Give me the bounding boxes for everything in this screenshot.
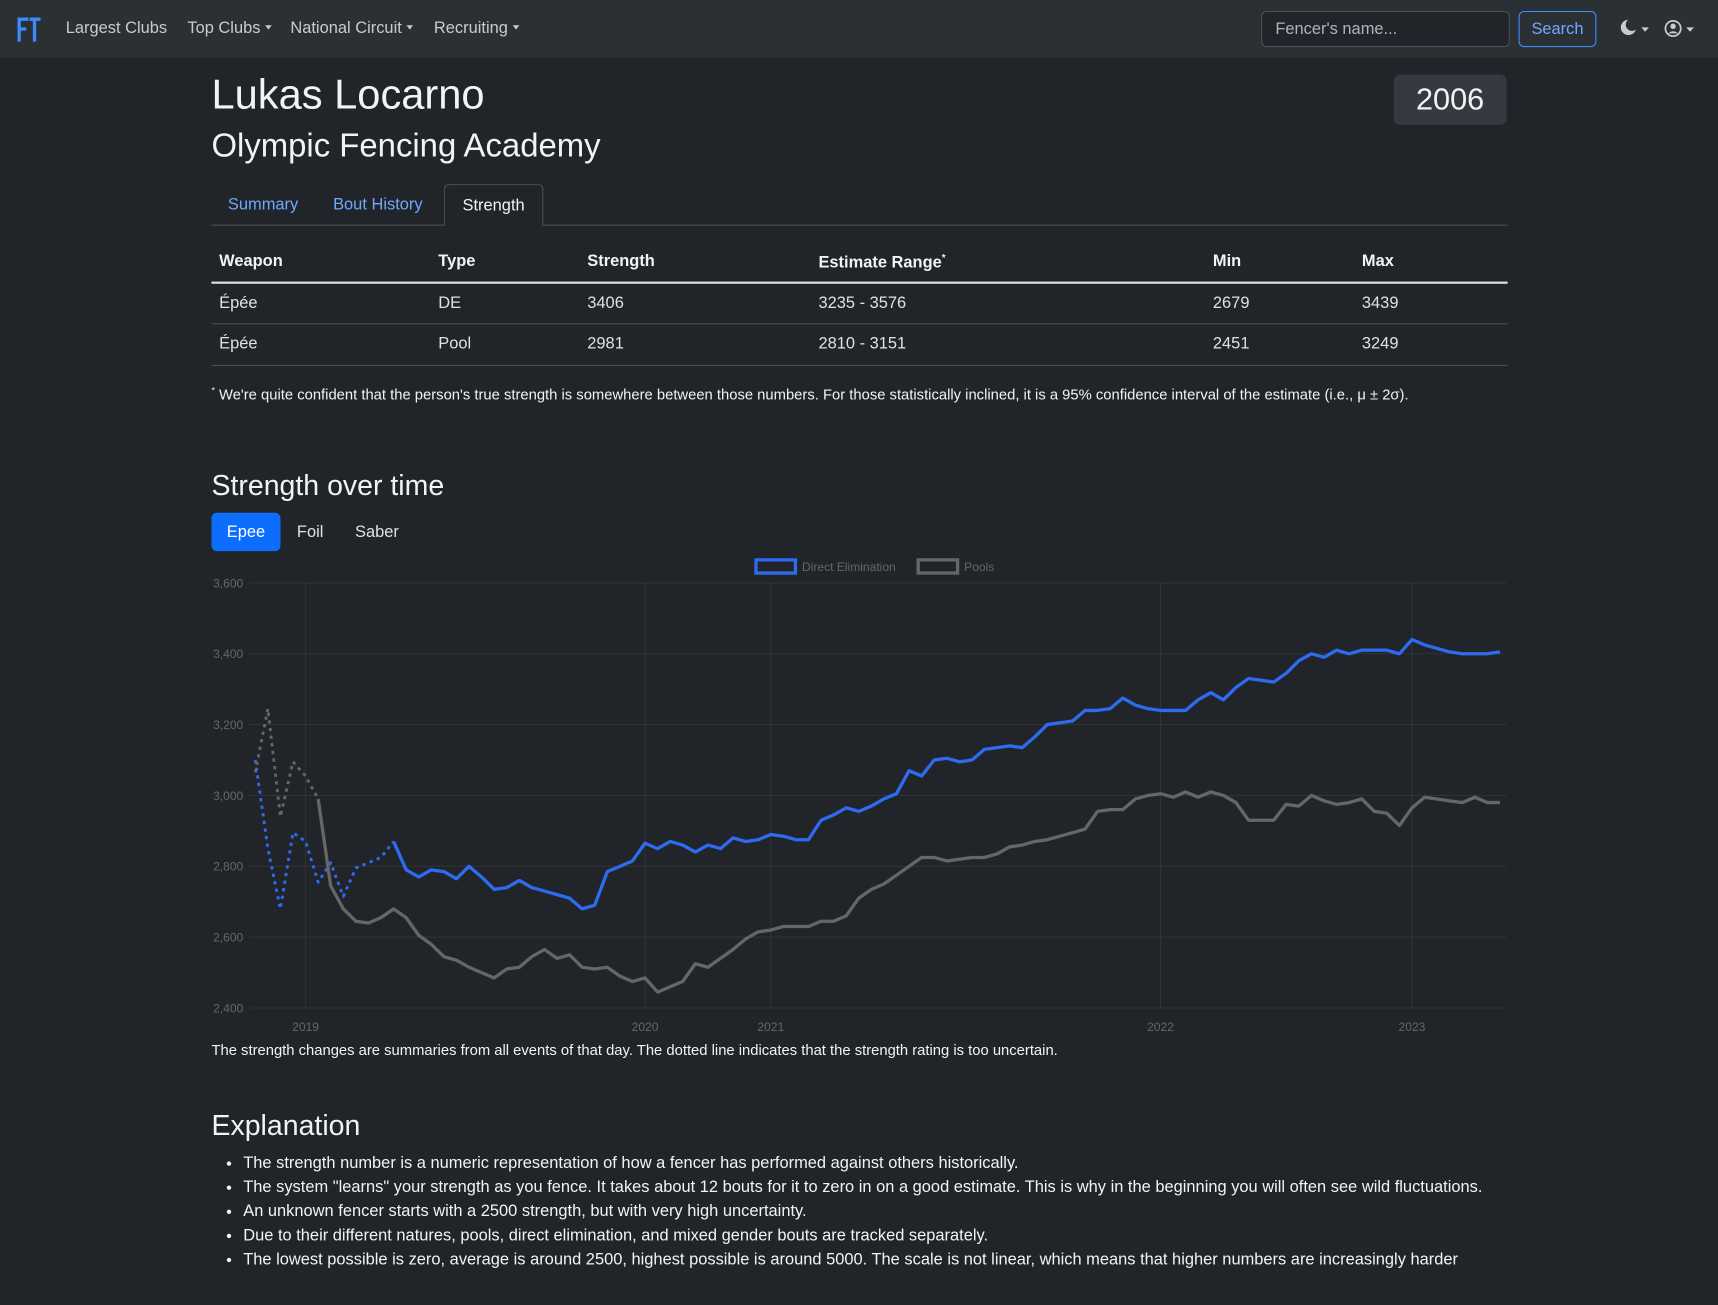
fencer-name: Lukas Locarno [211, 72, 485, 119]
theme-toggle[interactable] [1619, 19, 1652, 39]
legend-label: Direct Elimination [802, 560, 896, 574]
table-cell: Pool [438, 334, 472, 353]
table-cell: 2810 - 3151 [818, 334, 907, 353]
table-cell: 3235 - 3576 [818, 293, 907, 313]
explanation-item: Due to their different natures, pools, d… [243, 1224, 1507, 1248]
footnote: * We're quite confident that the person'… [211, 386, 1408, 403]
footnote-marker: * [211, 385, 215, 396]
column-header: Min [1212, 252, 1242, 271]
header-rule [211, 281, 1508, 284]
tab[interactable]: Bout History [333, 195, 423, 214]
section-title: Explanation [211, 1108, 361, 1142]
search-input[interactable]: Fencer's name... [1261, 10, 1510, 48]
table-cell: DE [438, 293, 462, 313]
club-name: Olympic Fencing Academy [211, 128, 601, 165]
row-rule [211, 364, 1508, 366]
table-cell: 2981 [587, 334, 624, 353]
user-menu[interactable] [1663, 19, 1700, 39]
column-header: Weapon [219, 252, 283, 271]
legend-label: Pools [964, 560, 994, 574]
x-tick-label: 2022 [1147, 1020, 1174, 1034]
x-tick-label: 2019 [292, 1020, 319, 1034]
nav-dropdown[interactable]: National Circuit [290, 19, 412, 38]
explanation-item: The system "learns" your strength as you… [243, 1176, 1507, 1200]
table-cell: 3439 [1361, 293, 1399, 313]
table-cell: 3406 [587, 293, 624, 313]
table-cell: 2451 [1212, 334, 1250, 353]
tab[interactable]: Summary [227, 195, 299, 214]
y-tick-label: 3,600 [213, 576, 243, 590]
table-cell: 2679 [1212, 293, 1250, 313]
section-title: Strength over time [211, 468, 445, 502]
row-rule [211, 323, 1508, 325]
footnote-marker: * [941, 252, 946, 263]
y-tick-label: 3,000 [213, 789, 243, 803]
column-header-text: Estimate Range [818, 253, 942, 272]
explanation-item: The lowest possible is zero, average is … [243, 1248, 1507, 1272]
legend-swatch [754, 558, 798, 575]
column-header: Max [1361, 252, 1394, 271]
chart-caption: The strength changes are summaries from … [211, 1041, 1058, 1059]
search-button[interactable]: Search [1518, 10, 1597, 48]
uncertain-line [253, 759, 395, 911]
table-cell: 3249 [1361, 334, 1399, 353]
explanation-item: The strength number is a numeric represe… [243, 1152, 1507, 1176]
nav-link[interactable]: Largest Clubs [65, 18, 168, 38]
nav-dropdown[interactable]: Top Clubs [187, 19, 271, 38]
table-cell: Épée [219, 334, 258, 353]
explanation-list: The strength number is a numeric represe… [211, 1152, 1507, 1273]
y-tick-label: 2,800 [213, 860, 243, 874]
weapon-button-active[interactable]: Epee [211, 512, 281, 552]
series-line [392, 637, 1501, 911]
weapon-button[interactable]: Saber [354, 522, 399, 542]
column-header: Type [438, 252, 476, 271]
navbar: Largest Clubs Top Clubs National Circuit… [0, 0, 1718, 59]
x-tick-label: 2021 [757, 1020, 784, 1034]
uncertain-line [253, 707, 320, 819]
y-tick-label: 2,400 [213, 1001, 243, 1015]
logo[interactable] [15, 15, 41, 43]
y-tick-label: 3,200 [213, 718, 243, 732]
footnote-text: We're quite confident that the person's … [219, 386, 1409, 403]
table-cell: Épée [219, 293, 258, 313]
birth-year: 2006 [1393, 74, 1507, 125]
x-tick-label: 2020 [632, 1020, 659, 1034]
nav-dropdown[interactable]: Recruiting [434, 19, 519, 38]
tab-border [211, 224, 1508, 226]
series-line [316, 790, 1500, 994]
weapon-button[interactable]: Foil [296, 522, 324, 542]
column-header: Strength [587, 252, 655, 271]
tab-active[interactable]: Strength [443, 184, 544, 227]
x-tick-label: 2023 [1399, 1020, 1426, 1034]
column-header: Estimate Range* [818, 252, 945, 272]
legend-swatch [916, 558, 960, 575]
y-tick-label: 2,600 [213, 931, 243, 945]
y-tick-label: 3,400 [213, 647, 243, 661]
explanation-item: An unknown fencer starts with a 2500 str… [243, 1200, 1507, 1224]
